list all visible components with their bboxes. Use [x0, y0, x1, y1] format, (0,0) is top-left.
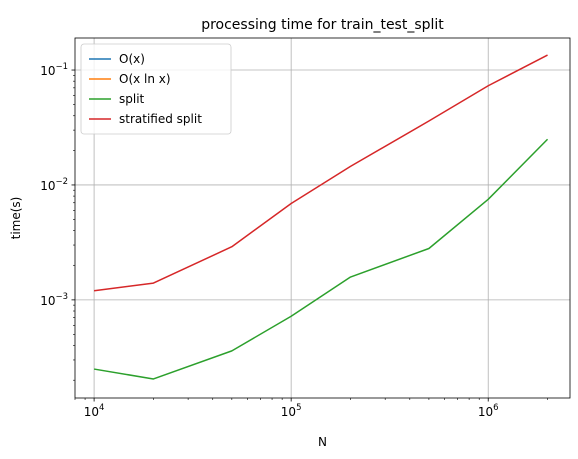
x-tick-exponent: 5: [296, 403, 301, 413]
y-tick-base: 10: [40, 64, 55, 78]
y-tick-exponent: −2: [55, 177, 68, 187]
plot-lines: [93, 54, 549, 380]
y-tick-label: 10−2: [40, 177, 68, 193]
y-tick-base: 10: [40, 179, 55, 193]
y-tick-exponent: −1: [55, 62, 68, 72]
x-tick-exponent: 4: [99, 403, 104, 413]
legend-box: [80, 43, 232, 135]
x-tick-label: 106: [478, 403, 499, 419]
legend-label-2: split: [119, 92, 145, 106]
legend: O(x) O(x ln x) split stratified split: [80, 43, 232, 135]
x-tick-label: 105: [281, 403, 302, 419]
x-tick-label: 104: [84, 403, 105, 419]
y-tick-exponent: −3: [55, 292, 68, 302]
x-tick-exponent: 6: [493, 403, 498, 413]
x-tick-base: 10: [84, 405, 99, 419]
series-line-3: [94, 54, 548, 292]
legend-label-3: stratified split: [119, 112, 202, 126]
x-axis-label: N: [318, 435, 327, 449]
x-tick-base: 10: [478, 405, 493, 419]
legend-label-0: O(x): [119, 52, 145, 66]
x-tick-base: 10: [281, 405, 296, 419]
legend-label-1: O(x ln x): [119, 72, 171, 86]
y-tick-base: 10: [40, 294, 55, 308]
y-axis-label: time(s): [9, 197, 23, 240]
y-tick-label: 10−1: [40, 62, 68, 78]
plot-frame: [74, 37, 571, 399]
chart-title: processing time for train_test_split: [201, 17, 444, 33]
y-tick-label: 10−3: [40, 292, 68, 308]
series-line-2: [93, 138, 549, 380]
